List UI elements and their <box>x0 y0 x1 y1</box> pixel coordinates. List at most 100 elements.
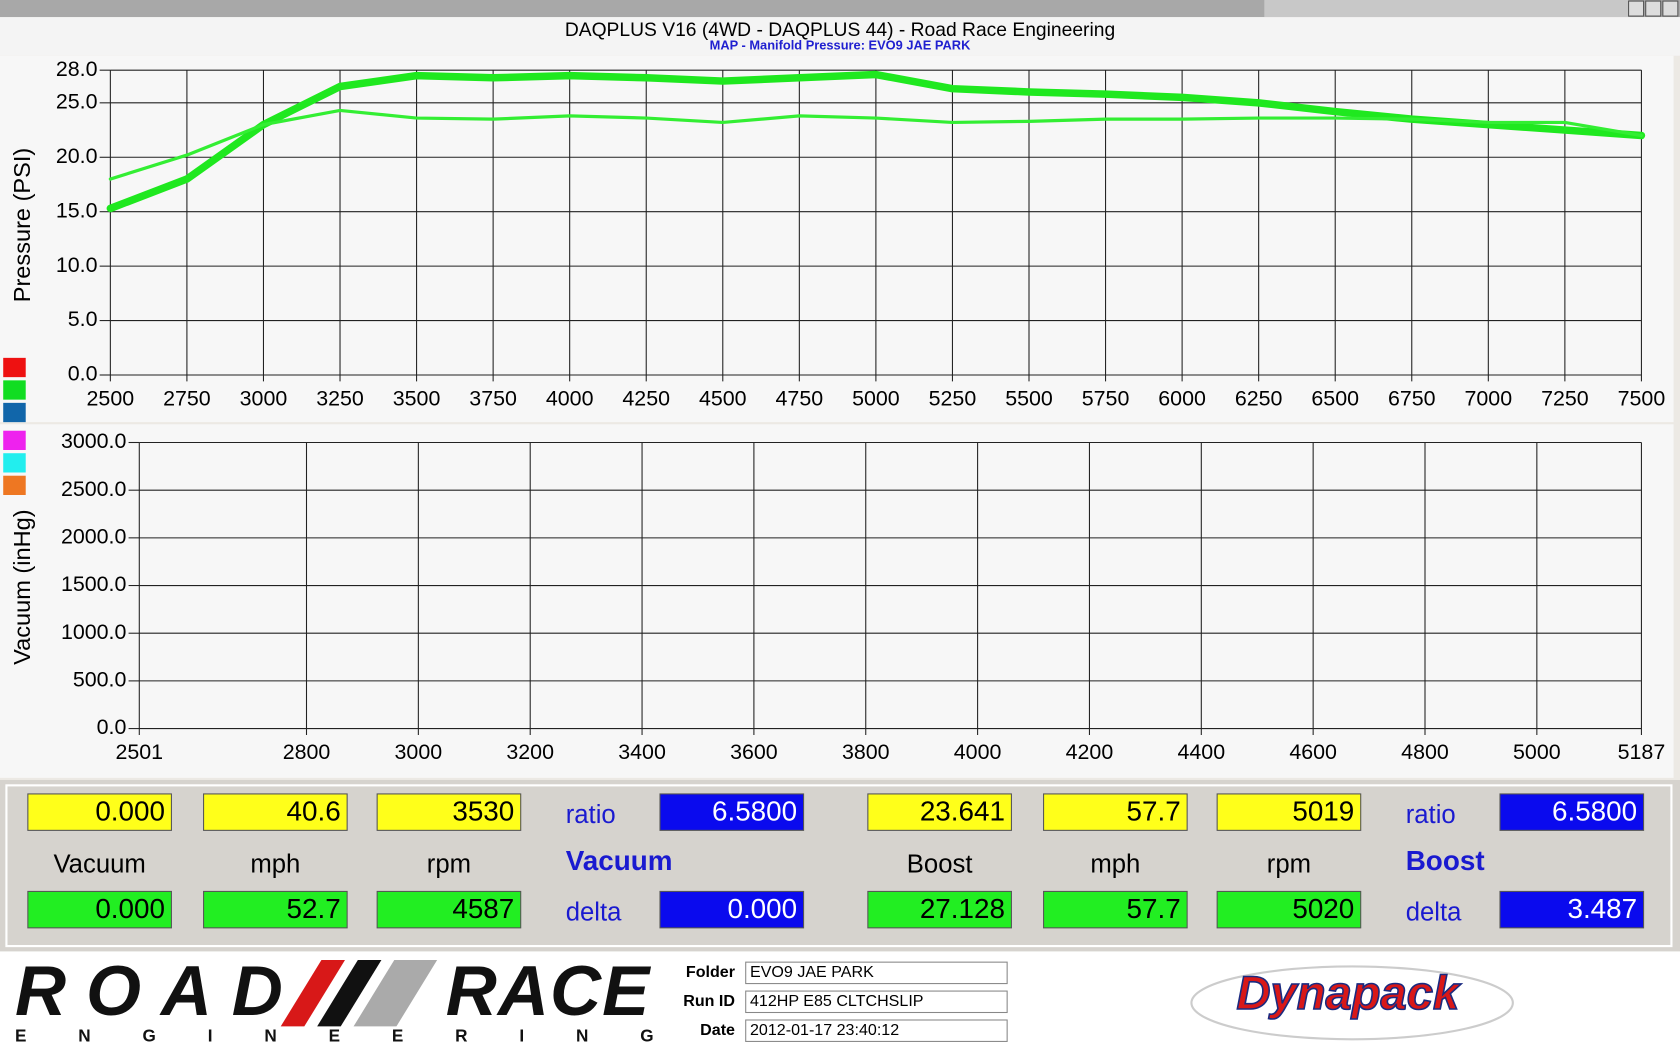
readout-value: 6.5800 <box>1552 796 1637 827</box>
readout-box <box>1216 890 1362 929</box>
x-tick-label: 3500 <box>393 386 441 410</box>
readout-label: rpm <box>427 851 471 879</box>
chart-1-background <box>0 55 1674 423</box>
x-tick-label: 6750 <box>1388 386 1436 410</box>
readout-box <box>659 793 805 831</box>
readout-value: 0.000 <box>95 796 165 827</box>
readout-box <box>659 890 805 929</box>
readout-box <box>1043 890 1188 929</box>
readout-box <box>1216 793 1362 831</box>
title-bar <box>0 0 1680 18</box>
readout-value: 5019 <box>1292 796 1354 827</box>
chart-subtitle: MAP - Manifold Pressure: EVO9 JAE PARK <box>710 37 971 52</box>
readout-value: 3530 <box>452 796 514 827</box>
x-tick-label: 4500 <box>699 386 747 410</box>
y-tick-label: 1000.0 <box>61 620 127 644</box>
header-area <box>0 17 1680 56</box>
chart-2-background <box>0 424 1674 778</box>
channel-swatch[interactable] <box>3 380 26 400</box>
logo-stripe <box>353 960 438 1027</box>
y-tick-label: 3000.0 <box>61 429 127 453</box>
readout-value: 0.000 <box>727 893 797 924</box>
readout-value: 0.000 <box>95 893 165 924</box>
x-tick-label: 4250 <box>622 386 670 410</box>
title-bar-fill <box>1264 0 1629 18</box>
x-tick-label: 5250 <box>929 386 977 410</box>
readout-box <box>1043 793 1188 831</box>
y-tick-label: 10.0 <box>56 253 98 277</box>
y-tick-label: 20.0 <box>56 144 98 168</box>
x-tick-label: 4600 <box>1289 740 1337 764</box>
readout-box <box>867 890 1012 929</box>
field-box <box>745 1019 1008 1042</box>
x-tick-label: 5000 <box>852 386 900 410</box>
x-tick-label: 4750 <box>776 386 824 410</box>
readout-value: 23.641 <box>920 796 1005 827</box>
field-box <box>745 961 1008 985</box>
field-value: 2012-01-17 23:40:12 <box>750 1021 899 1039</box>
x-tick-label: 2501 <box>115 740 163 764</box>
field-label: Date <box>700 1021 735 1039</box>
maximize-button[interactable] <box>1645 0 1662 17</box>
x-tick-label: 3000 <box>240 386 288 410</box>
readout-label: mph <box>1090 851 1140 879</box>
run-info: Folder EVO9 JAE PARK Run ID 412HP E85 CLTCH… <box>683 961 1008 1042</box>
y-tick-label: 1500.0 <box>61 572 127 596</box>
readout-box <box>203 793 348 831</box>
y-tick-label: 5.0 <box>68 307 98 331</box>
readout-box <box>376 890 522 929</box>
x-tick-label: 7500 <box>1618 386 1666 410</box>
x-tick-label: 5500 <box>1005 386 1053 410</box>
logo-race: RACE <box>446 951 651 1030</box>
x-tick-label: 3250 <box>316 386 364 410</box>
y-tick-label: 28.0 <box>56 57 98 81</box>
y-tick-label: 0.0 <box>97 715 127 739</box>
delta-label: delta <box>566 899 622 927</box>
x-tick-label: 6250 <box>1235 386 1283 410</box>
minimize-button[interactable] <box>1628 0 1645 17</box>
data-line <box>106 70 1646 213</box>
channel-swatch[interactable] <box>3 475 26 495</box>
field-label: Run ID <box>683 992 735 1010</box>
readout-label: Vacuum <box>53 851 145 879</box>
readout-label: Boost <box>907 851 973 879</box>
x-tick-label: 4000 <box>546 386 594 410</box>
channel-swatch[interactable] <box>3 430 26 450</box>
y-tick-label: 15.0 <box>56 198 98 222</box>
x-tick-label: 5750 <box>1082 386 1130 410</box>
close-button[interactable] <box>1662 0 1679 17</box>
brand-swoosh <box>1190 965 1514 1041</box>
x-tick-label: 4800 <box>1401 740 1449 764</box>
readout-label: mph <box>250 851 300 879</box>
channel-swatch[interactable] <box>3 357 26 378</box>
readout-value: 6.5800 <box>712 796 797 827</box>
y-tick-label: 2500.0 <box>61 477 127 501</box>
readout-box <box>867 793 1012 831</box>
field-value: 412HP E85 CLTCHSLIP <box>750 992 924 1010</box>
channel-swatch[interactable] <box>3 453 26 473</box>
field-box <box>745 990 1008 1014</box>
y-axis-label: Pressure (PSI) <box>9 148 35 303</box>
y-tick-label: 500.0 <box>73 668 127 692</box>
x-tick-label: 3400 <box>618 740 666 764</box>
readout-value: 5020 <box>1292 893 1354 924</box>
readout-box <box>27 793 172 831</box>
readout-value: 40.6 <box>287 796 341 827</box>
x-tick-label: 2800 <box>283 740 331 764</box>
y-tick-label: 0.0 <box>68 362 98 386</box>
logo-stripe <box>280 960 345 1027</box>
panel-frame <box>5 784 1673 948</box>
channel-swatch[interactable] <box>3 402 26 423</box>
readout-heading: Boost <box>1406 845 1485 876</box>
x-tick-label: 6000 <box>1158 386 1206 410</box>
readout-box <box>376 793 522 831</box>
readout-box <box>1499 793 1645 831</box>
readout-value: 52.7 <box>287 893 341 924</box>
readout-box <box>27 890 172 929</box>
ratio-label: ratio <box>566 801 616 829</box>
x-tick-label: 3600 <box>730 740 778 764</box>
field-value: EVO9 JAE PARK <box>750 963 874 981</box>
readout-box <box>1499 890 1645 929</box>
y-axis-label: Vacuum (inHg) <box>9 509 35 664</box>
x-tick-label: 4200 <box>1066 740 1114 764</box>
